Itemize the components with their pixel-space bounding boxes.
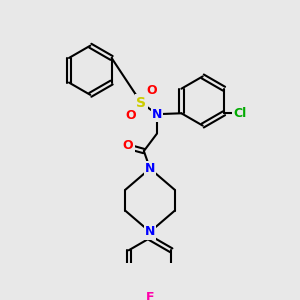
Text: N: N — [145, 162, 155, 175]
Text: O: O — [123, 139, 134, 152]
Text: O: O — [146, 84, 157, 97]
Text: S: S — [136, 96, 146, 110]
Text: O: O — [125, 109, 136, 122]
Text: N: N — [152, 108, 162, 121]
Text: Cl: Cl — [233, 107, 246, 120]
Text: N: N — [145, 225, 155, 239]
Text: F: F — [146, 291, 154, 300]
